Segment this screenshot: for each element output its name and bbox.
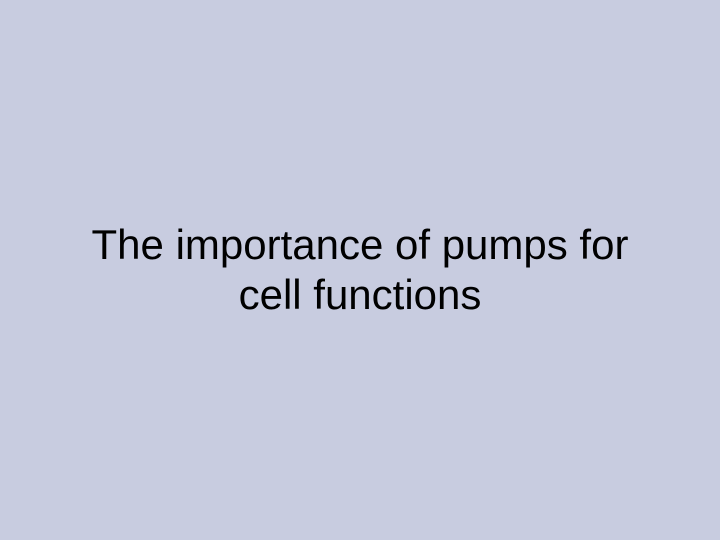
slide-container: The importance of pumps for cell functio… (0, 0, 720, 540)
slide-title: The importance of pumps for cell functio… (60, 220, 660, 321)
